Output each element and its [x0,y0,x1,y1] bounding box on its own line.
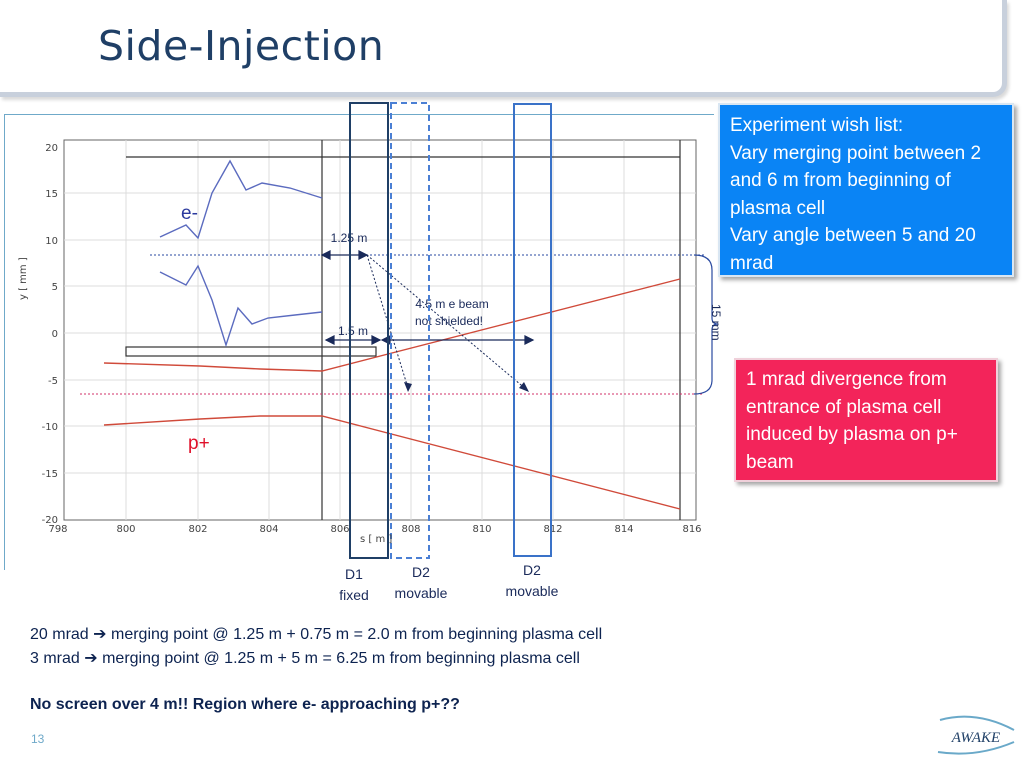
divergence-note: 1 mrad divergence from entrance of plasm… [746,369,958,473]
y-axis-label: y [ mm ] [18,257,29,300]
proton-label: p+ [188,433,210,454]
y-tick-label: -15 [42,469,58,480]
divergence-box: 1 mrad divergence from entrance of plasm… [734,358,998,482]
proton-trajectory-lower [103,415,681,510]
awake-logo: AWAKE [937,715,1015,755]
detector-d2-dashed [390,102,430,559]
side-injection-plot: 20 15 10 5 0 -5 -10 -15 -20 798 800 802 … [42,102,719,559]
detector-name: D2 [412,564,430,580]
note-line-20mrad: 20 mrad ➔ merging point @ 1.25 m + 0.75 … [30,626,603,643]
y-tick-label: -20 [42,515,58,526]
distance-arrow-125 [320,250,369,260]
y-tick-label: -5 [48,376,58,387]
y-tick-labels: 20 15 10 5 0 -5 -10 -15 -20 [42,143,58,526]
y-tick-label: 20 [45,143,58,154]
x-tick-label: 810 [472,524,491,535]
x-tick-label: 804 [259,524,278,535]
distance-label-15: 1.5 m [338,324,368,338]
detector-d2b-label: D2 movable [492,560,572,602]
x-tick-label: 806 [330,524,349,535]
beamline-outline [125,140,681,520]
title-bar [0,0,1007,97]
x-tick-labels: 798 800 802 804 806 808 810 812 814 816 [48,524,701,535]
electron-trajectory-upper [159,159,323,240]
detector-state: fixed [339,587,369,603]
detector-state: movable [394,585,448,601]
arrowhead [519,382,529,392]
left-rule [4,114,5,570]
top-rule [4,114,714,115]
beam-note-line1: 4.5 m e beam [415,297,488,311]
page-number: 13 [31,732,45,746]
electron-trajectory-lower [159,264,323,348]
detector-name: D1 [345,566,363,582]
x-axis-label: s [ m ] [360,534,393,545]
x-tick-label: 808 [401,524,420,535]
detector-d1 [349,102,389,559]
x-tick-label: 812 [543,524,562,535]
grid-lines [64,140,696,520]
x-tick-label: 816 [682,524,701,535]
x-tick-label: 798 [48,524,67,535]
wishlist-heading: Experiment wish list: [730,115,904,136]
x-tick-label: 802 [188,524,207,535]
wishlist-item: Vary angle between 5 and 20 mrad [730,225,976,274]
detector-name: D2 [523,562,541,578]
y-tick-label: -10 [42,422,58,433]
beam-note-line2: not shielded! [415,314,483,328]
distance-arrow-15 [324,335,382,345]
y-tick-label: 15 [45,189,58,200]
wishlist-box: Experiment wish list: Vary merging point… [718,103,1014,277]
x-tick-label: 814 [614,524,633,535]
electron-label: e- [181,203,198,224]
detector-d1-label: D1 fixed [314,564,394,606]
gap-bracket [693,254,719,395]
y-tick-label: 0 [52,329,58,340]
logo-text: AWAKE [951,730,1000,746]
detector-state: movable [505,583,559,599]
plot-frame [63,139,697,521]
slide-title: Side-Injection [98,22,385,70]
wishlist-item: Vary merging point between 2 and 6 m fro… [730,142,982,219]
y-tick-label: 5 [52,282,58,293]
arrowhead [404,382,412,392]
detector-d2a-label: D2 movable [381,562,461,604]
y-tick-label: 10 [45,236,58,247]
gap-label: 15 mm [709,304,723,341]
note-warning: No screen over 4 m!! Region where e- app… [30,696,460,713]
detector-d2-solid [513,103,552,557]
x-tick-label: 800 [116,524,135,535]
note-line-3mrad: 3 mrad ➔ merging point @ 1.25 m + 5 m = … [30,650,580,667]
